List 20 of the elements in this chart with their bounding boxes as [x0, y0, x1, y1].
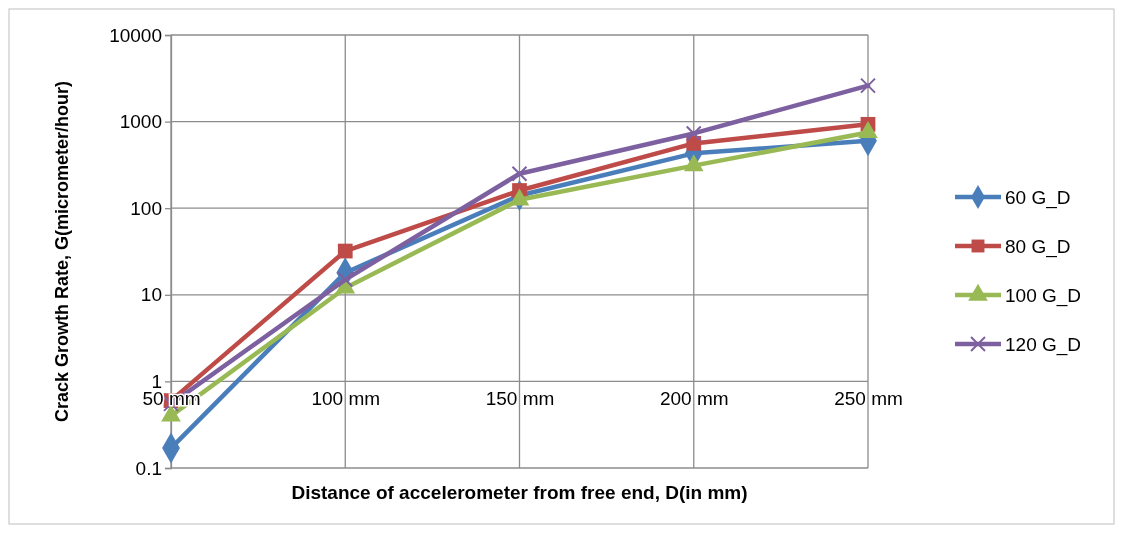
- point: [511, 165, 528, 182]
- x-tick-label: 150 mm: [485, 388, 555, 410]
- point: [337, 271, 354, 288]
- point: [685, 125, 702, 142]
- y-tick-label: 100: [130, 197, 162, 219]
- point: [337, 243, 353, 259]
- y-tick-label: 0.1: [135, 457, 162, 479]
- x-tick-label: 250 mm: [834, 388, 903, 410]
- legend-label: 120 G_D: [1005, 334, 1082, 356]
- x-tick-label: 100 mm: [311, 388, 381, 410]
- y-axis-title: Crack Growth Rate, G(micrometer/hour): [52, 80, 72, 423]
- legend-label: 60 G_D: [1005, 187, 1071, 209]
- legend-label: 100 G_D: [1005, 285, 1082, 307]
- point: [860, 77, 876, 94]
- y-tick-label: 1000: [119, 111, 162, 133]
- x-axis-title: Distance of accelerometer from free end, D(in mm): [291, 482, 748, 503]
- x-tick-label: 200 mm: [659, 388, 729, 410]
- legend-label: 80 G_D: [1005, 236, 1071, 258]
- y-tick-label: 10: [140, 284, 162, 306]
- y-tick-label: 10000: [109, 24, 162, 46]
